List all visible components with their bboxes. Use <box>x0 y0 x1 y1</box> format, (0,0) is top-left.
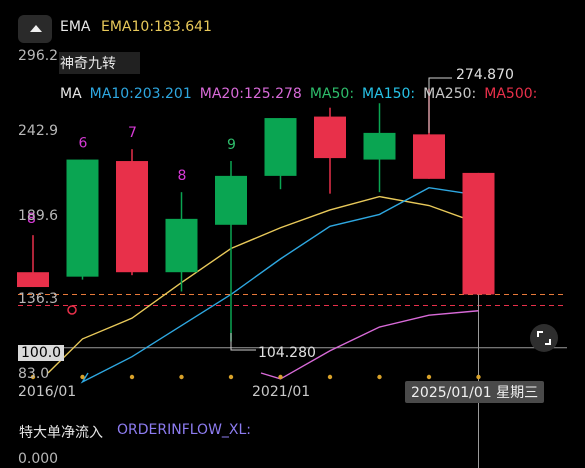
ma-value-4: MA150: <box>362 86 416 102</box>
crosshair-date-badge: 2025/01/01 星期三 <box>405 381 545 403</box>
fullscreen-button[interactable] <box>530 324 558 352</box>
ma-value-0: MA <box>60 86 82 102</box>
timeline-dot <box>30 374 36 380</box>
ma-value-2: MA20:125.278 <box>199 86 302 102</box>
ma20-line <box>260 310 479 380</box>
chart-header: EMA EMA10:183.641 <box>0 0 585 50</box>
x-axis-label: 2021/01 <box>252 384 311 400</box>
td-count-label: 9 <box>227 137 236 153</box>
ma-value-1: MA10:203.201 <box>89 86 192 102</box>
candle-body <box>165 218 198 273</box>
nine-turn-indicator-label[interactable]: 神奇九转 <box>59 52 140 74</box>
current-price-tag: 100.0 <box>18 345 65 361</box>
fullscreen-corners-icon <box>537 331 551 345</box>
candle-body <box>116 161 148 273</box>
y-axis-label: 136.3 <box>18 291 59 307</box>
y-axis-label: 189.6 <box>18 208 59 224</box>
ema10-value: EMA10:183.641 <box>101 19 212 35</box>
ma-value-6: MA500: <box>484 86 538 102</box>
td-count-label: 8 <box>27 211 36 227</box>
timeline-dot <box>179 374 184 380</box>
low-price-label: 104.280 <box>258 345 316 361</box>
low-pointer-line <box>230 332 256 351</box>
candle-body <box>264 118 297 176</box>
candle-body <box>413 134 445 179</box>
timeline-dot <box>327 374 333 380</box>
x-axis-label: 2016/01 <box>18 384 77 400</box>
y-axis-label: 242.9 <box>18 123 59 139</box>
td-count-label: 8 <box>178 168 187 184</box>
timeline-dot <box>129 374 135 380</box>
candle-body <box>314 116 346 159</box>
order-flow-zero-label: 0.000 <box>18 451 59 467</box>
order-flow-indicator[interactable]: ORDERINFLOW_XL: <box>117 422 252 438</box>
y-axis-label: 296.2 <box>18 48 59 64</box>
high-pointer-line <box>428 77 452 133</box>
collapse-button[interactable] <box>18 15 52 43</box>
timeline-dot <box>426 374 432 380</box>
candle-body <box>462 172 495 295</box>
order-flow-title[interactable]: 特大单净流入 <box>19 425 103 441</box>
reference-marker-icon <box>67 305 77 315</box>
candle-body <box>66 159 99 277</box>
timeline-dot <box>377 374 382 380</box>
candle-body <box>17 272 49 288</box>
ema-indicator-label[interactable]: EMA <box>60 19 91 35</box>
timeline-dot <box>476 374 481 380</box>
ma-value-5: MA250: <box>423 86 477 102</box>
high-price-label: 274.870 <box>456 67 514 83</box>
timeline-dot <box>228 374 234 380</box>
chevron-up-icon <box>30 25 42 32</box>
td-count-label: 6 <box>79 136 88 152</box>
ma-values-row[interactable]: MA MA10:203.201 MA20:125.278 MA50: MA150: MA2… <box>60 86 545 102</box>
timeline-dot <box>80 374 85 380</box>
candle-body <box>363 132 396 160</box>
td-count-label: 7 <box>128 125 137 141</box>
ma10-line <box>80 187 479 384</box>
ma-value-3: MA50: <box>309 86 355 102</box>
y-axis-label: 83.0 <box>18 366 50 382</box>
timeline-dot <box>278 374 283 380</box>
candle-body <box>215 175 247 225</box>
